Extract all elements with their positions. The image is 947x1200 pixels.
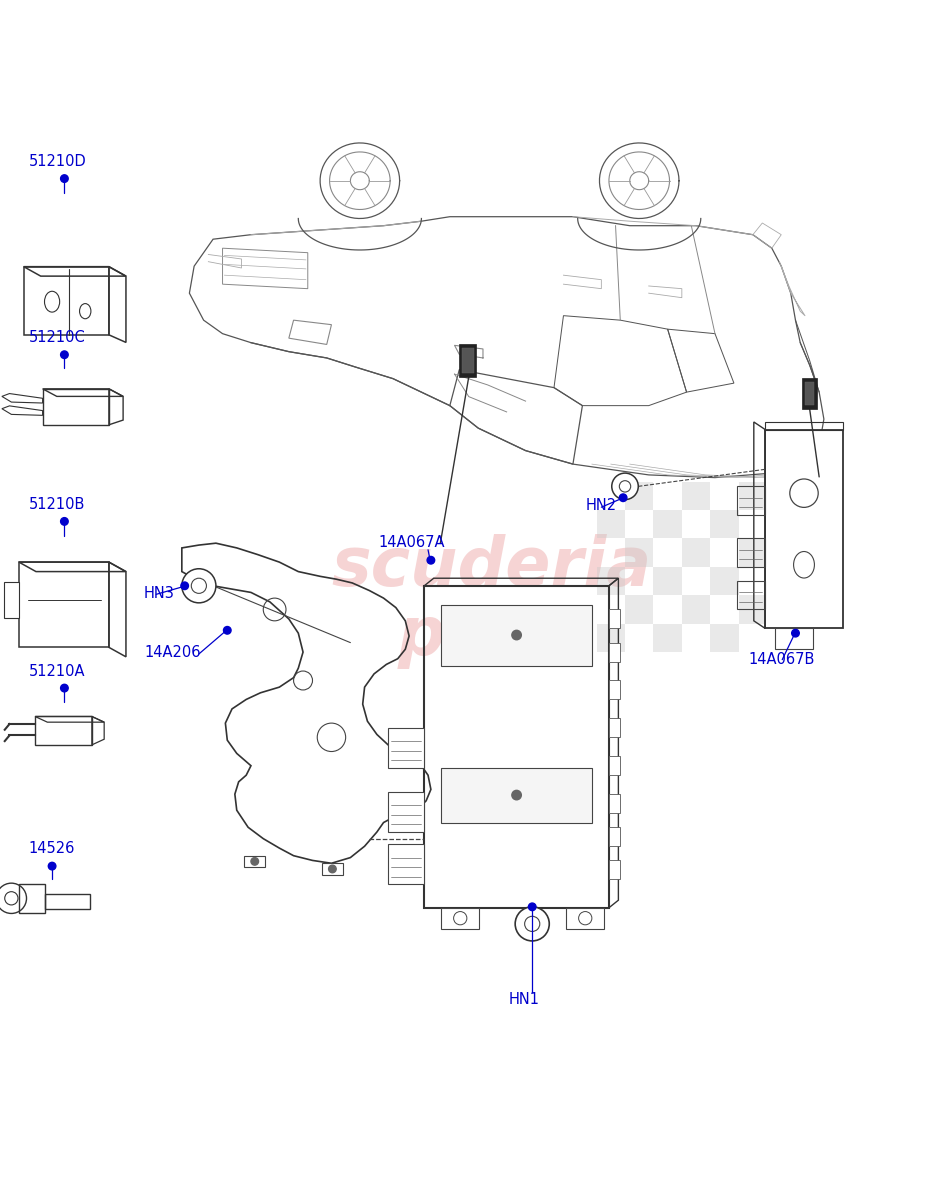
FancyBboxPatch shape <box>35 716 92 745</box>
Text: parts: parts <box>398 602 595 668</box>
Circle shape <box>61 175 68 182</box>
Text: 14A206: 14A206 <box>144 644 201 660</box>
FancyBboxPatch shape <box>765 430 843 629</box>
FancyBboxPatch shape <box>388 845 424 884</box>
FancyBboxPatch shape <box>609 756 620 775</box>
Bar <box>710 624 739 652</box>
Circle shape <box>181 582 188 589</box>
Bar <box>710 510 739 539</box>
Bar <box>653 566 682 595</box>
Circle shape <box>61 350 68 359</box>
FancyBboxPatch shape <box>805 382 814 406</box>
Text: HN1: HN1 <box>509 992 540 1007</box>
Circle shape <box>61 517 68 526</box>
FancyBboxPatch shape <box>43 389 109 425</box>
Bar <box>597 624 625 652</box>
FancyBboxPatch shape <box>459 343 476 377</box>
FancyBboxPatch shape <box>609 794 620 814</box>
Text: HN3: HN3 <box>144 586 175 601</box>
FancyBboxPatch shape <box>24 266 109 335</box>
Bar <box>739 481 767 510</box>
Circle shape <box>528 904 536 911</box>
Bar <box>653 624 682 652</box>
FancyBboxPatch shape <box>441 907 479 929</box>
FancyBboxPatch shape <box>388 792 424 832</box>
FancyBboxPatch shape <box>566 907 604 929</box>
Circle shape <box>619 494 627 502</box>
Bar <box>682 539 710 566</box>
FancyBboxPatch shape <box>4 582 19 618</box>
Bar <box>653 510 682 539</box>
Circle shape <box>427 557 435 564</box>
Bar <box>682 595 710 624</box>
Circle shape <box>511 630 521 640</box>
FancyBboxPatch shape <box>322 863 343 875</box>
Circle shape <box>515 907 549 941</box>
FancyBboxPatch shape <box>441 768 592 822</box>
FancyBboxPatch shape <box>609 827 620 846</box>
Circle shape <box>182 569 216 602</box>
Bar <box>739 595 767 624</box>
Bar <box>625 481 653 510</box>
Bar <box>625 539 653 566</box>
Text: 51210A: 51210A <box>28 664 85 679</box>
Circle shape <box>329 865 336 872</box>
Circle shape <box>251 858 259 865</box>
Text: scuderia: scuderia <box>331 534 652 600</box>
FancyBboxPatch shape <box>802 378 817 409</box>
Bar <box>739 539 767 566</box>
FancyBboxPatch shape <box>462 348 474 373</box>
FancyBboxPatch shape <box>609 860 620 880</box>
Circle shape <box>511 791 521 800</box>
Bar <box>682 481 710 510</box>
FancyBboxPatch shape <box>609 610 620 629</box>
Bar <box>710 566 739 595</box>
Text: 14526: 14526 <box>28 841 75 856</box>
FancyBboxPatch shape <box>609 643 620 661</box>
FancyBboxPatch shape <box>388 728 424 768</box>
Circle shape <box>612 473 638 499</box>
FancyBboxPatch shape <box>441 605 592 666</box>
Text: 14A067B: 14A067B <box>748 653 814 667</box>
Bar <box>625 595 653 624</box>
Circle shape <box>792 629 799 637</box>
Bar <box>597 510 625 539</box>
Circle shape <box>48 863 56 870</box>
FancyBboxPatch shape <box>244 856 265 868</box>
FancyBboxPatch shape <box>19 562 109 647</box>
FancyBboxPatch shape <box>609 719 620 737</box>
Text: 51210B: 51210B <box>28 497 85 512</box>
Text: 51210D: 51210D <box>28 155 86 169</box>
Text: 51210C: 51210C <box>28 330 85 346</box>
FancyBboxPatch shape <box>609 680 620 700</box>
Bar <box>597 566 625 595</box>
Text: 14A067A: 14A067A <box>379 535 445 550</box>
Circle shape <box>223 626 231 634</box>
Circle shape <box>61 684 68 692</box>
Text: HN2: HN2 <box>585 498 616 514</box>
FancyBboxPatch shape <box>775 629 813 649</box>
